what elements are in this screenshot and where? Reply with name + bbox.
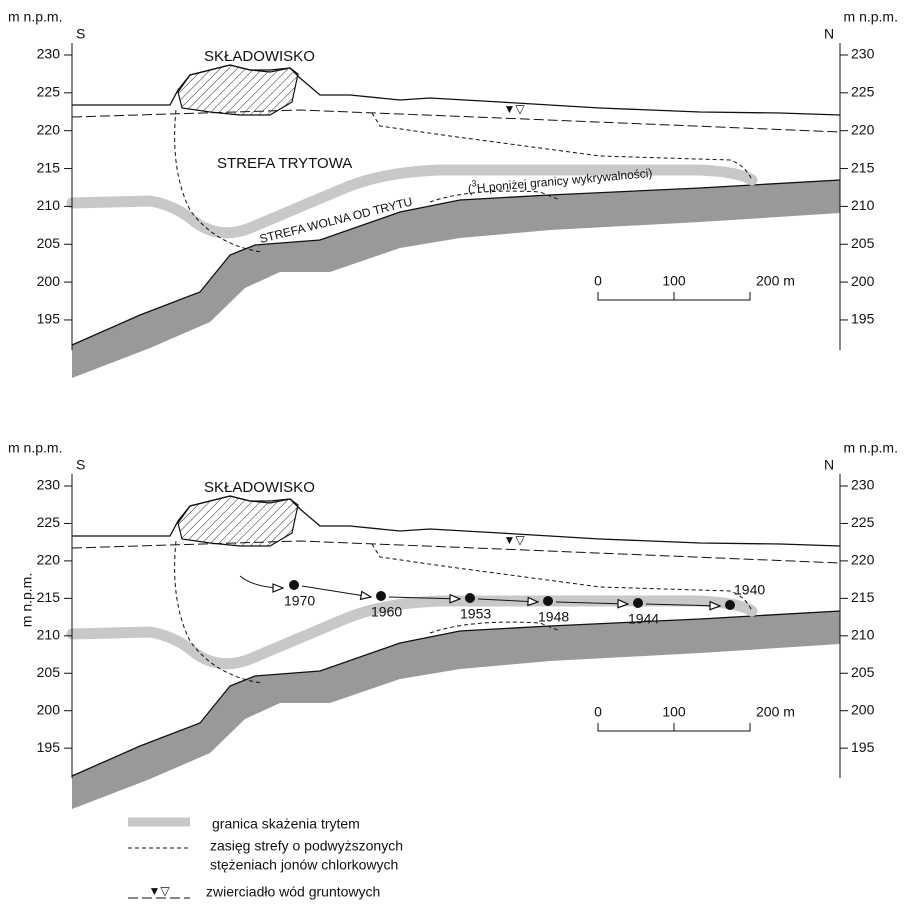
y-tick-label: 195	[851, 311, 875, 327]
axis-unit: m n.p.m.	[844, 9, 898, 25]
landfill-label: SKŁADOWISKO	[204, 479, 315, 496]
y-tick-label: 200	[37, 701, 61, 717]
year-label: 1948	[538, 609, 569, 625]
y-tick-label: 220	[851, 552, 875, 568]
sample-point	[465, 593, 475, 603]
y-tick-label: 230	[851, 46, 875, 62]
landfill	[178, 65, 298, 115]
sample-point	[725, 600, 735, 610]
y-tick-label: 205	[37, 235, 61, 251]
water-symbol: ▼▽	[503, 533, 525, 547]
year-label: 1960	[371, 604, 402, 620]
y-tick-label: 215	[37, 589, 61, 605]
y-tick-label: 215	[851, 589, 875, 605]
landfill-label: SKŁADOWISKO	[204, 48, 315, 65]
axis-unit: m n.p.m.	[8, 9, 62, 25]
y-tick-label: 225	[851, 84, 875, 100]
scale-label: 100	[662, 273, 686, 289]
diagram: ▼▽ SKŁADOWISKO 230 230 225 225 220 220 215 215 210…	[0, 0, 906, 906]
year-label: 1953	[460, 606, 491, 622]
sample-point	[289, 580, 299, 590]
sample-point	[376, 591, 386, 601]
direction: N	[824, 26, 834, 42]
y-tick-label: 200	[851, 701, 875, 717]
year-label: 1940	[734, 582, 765, 598]
direction: S	[76, 457, 85, 473]
y-tick-label: 230	[37, 477, 61, 493]
y-tick-label: 210	[37, 197, 61, 213]
y-tick-label: 225	[37, 514, 61, 530]
y-tick-label: 210	[851, 197, 875, 213]
geometry: ▼▽ SKŁADOWISKO	[72, 48, 840, 378]
y-tick-label: 230	[851, 477, 875, 493]
y-tick-label: 195	[851, 739, 875, 755]
scale-label: 0	[594, 273, 602, 289]
y-tick-label: 225	[37, 84, 61, 100]
direction: N	[824, 457, 834, 473]
y-tick-label: 205	[851, 664, 875, 680]
y-tick-label: 200	[851, 273, 875, 289]
scale-bar	[598, 723, 750, 731]
legend-label: zwierciadło wód gruntowych	[206, 884, 380, 900]
legend-label: granica skażenia trytem	[212, 816, 360, 832]
cross-section: ▼▽ SKŁADOWISKO 230 230 225 225 220 220 215 215 210…	[8, 440, 898, 809]
cross-section: ▼▽ SKŁADOWISKO 230 230 225 225 220 220 215 215 210…	[8, 9, 898, 378]
legend-label: stężeniach jonów chlorkowych	[210, 857, 398, 873]
y-tick-label: 220	[851, 121, 875, 137]
y-tick-label: 195	[37, 311, 61, 327]
y-tick-label: 215	[851, 159, 875, 175]
scale-label: 100	[662, 704, 686, 720]
y-axis-title: m n.p.m.	[19, 573, 35, 627]
axis-unit: m n.p.m.	[844, 440, 898, 456]
water-table	[72, 110, 840, 132]
legend: ▼▽ granica skażenia trytem zasięg strefy o…	[128, 816, 403, 900]
legend-label: zasięg strefy o podwyższonych	[210, 838, 403, 854]
year-label: 1970	[284, 593, 315, 609]
y-tick-label: 215	[37, 159, 61, 175]
y-tick-label: 210	[37, 627, 61, 643]
water-symbol: ▼▽	[503, 102, 525, 116]
year-label: 1944	[628, 611, 659, 627]
direction: S	[76, 26, 85, 42]
geometry: ▼▽ SKŁADOWISKO	[72, 479, 840, 809]
scale-bar	[598, 292, 750, 300]
zone-label: STREFA TRYTOWA	[217, 155, 352, 172]
water-table	[72, 541, 840, 563]
y-tick-label: 200	[37, 273, 61, 289]
sample-point	[633, 598, 643, 608]
legend-symbol: ▼▽	[148, 884, 170, 898]
y-tick-label: 220	[37, 121, 61, 137]
landfill	[178, 496, 298, 546]
y-tick-label: 205	[851, 235, 875, 251]
scale-label: 200 m	[756, 273, 795, 289]
scale-label: 200 m	[756, 704, 795, 720]
axis-unit: m n.p.m.	[8, 440, 62, 456]
y-tick-label: 210	[851, 627, 875, 643]
y-tick-label: 230	[37, 46, 61, 62]
y-tick-label: 195	[37, 739, 61, 755]
scale-label: 0	[594, 704, 602, 720]
y-tick-label: 220	[37, 552, 61, 568]
flow-arrow	[240, 576, 283, 588]
y-tick-label: 205	[37, 664, 61, 680]
sample-point	[543, 596, 553, 606]
y-tick-label: 225	[851, 514, 875, 530]
